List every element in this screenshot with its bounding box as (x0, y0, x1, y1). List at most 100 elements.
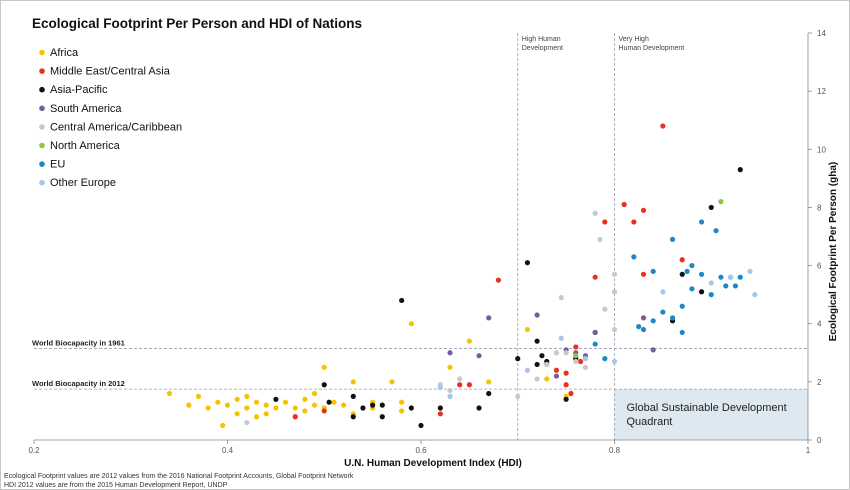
point-africa (215, 399, 221, 405)
point-central-america-caribbean (602, 306, 608, 312)
point-africa (399, 408, 405, 414)
point-central-america-caribbean (611, 271, 618, 277)
point-other-europe (558, 335, 564, 341)
point-africa (331, 399, 337, 405)
legend-marker (39, 105, 45, 112)
reference-lines: World Biocapacity in 1961 World Biocapaci… (32, 33, 808, 440)
data-points (166, 123, 758, 429)
point-eu (698, 271, 705, 277)
y-tick-label: 6 (817, 262, 822, 271)
point-middle-east-central-asia (553, 367, 560, 373)
point-middle-east-central-asia (457, 382, 463, 388)
point-other-europe (747, 268, 753, 274)
point-africa (486, 379, 492, 385)
legend-label: Other Europe (50, 177, 116, 189)
point-africa (224, 402, 231, 408)
point-asia-pacific (737, 167, 743, 173)
point-africa (321, 364, 327, 370)
x-tick-label: 1 (806, 446, 811, 455)
point-middle-east-central-asia (563, 382, 569, 388)
point-central-america-caribbean (515, 393, 521, 399)
point-central-america-caribbean (558, 294, 564, 301)
y-tick-label: 14 (817, 29, 826, 38)
point-asia-pacific (534, 338, 540, 344)
legend-marker (39, 49, 45, 56)
ref-label-h-1: World Biocapacity in 2012 (32, 379, 125, 388)
point-south-america (447, 350, 453, 356)
point-africa (341, 402, 347, 408)
point-africa (302, 396, 308, 402)
point-eu (660, 309, 666, 315)
point-other-europe (447, 393, 453, 399)
point-asia-pacific (563, 396, 569, 402)
point-africa (389, 379, 395, 385)
point-south-america (650, 347, 656, 353)
point-central-america-caribbean (534, 376, 540, 382)
legend-marker (39, 68, 45, 74)
y-tick-label: 0 (817, 436, 822, 445)
point-eu (723, 283, 729, 289)
point-eu (679, 303, 685, 309)
point-africa (244, 393, 250, 399)
point-south-america (534, 312, 540, 318)
ref-label-v-2-a: High Human (522, 36, 561, 43)
point-eu (689, 286, 695, 292)
point-middle-east-central-asia (602, 219, 608, 225)
legend-marker (39, 179, 45, 186)
point-asia-pacific (408, 405, 414, 411)
legend-label: North America (50, 140, 121, 152)
point-central-america-caribbean (244, 419, 250, 426)
point-asia-pacific (534, 361, 540, 368)
point-asia-pacific (370, 402, 376, 408)
point-africa (524, 326, 531, 333)
point-central-america-caribbean (573, 358, 579, 365)
footnote-2: HDI 2012 values are from the 2015 Human … (4, 482, 228, 489)
point-asia-pacific (539, 353, 545, 359)
point-eu (713, 228, 719, 234)
legend-label: Central America/Caribbean (50, 121, 182, 133)
point-south-america (486, 315, 492, 321)
y-tick-label: 4 (817, 320, 822, 329)
sustainable-quadrant (614, 389, 808, 440)
point-africa (302, 408, 308, 414)
point-africa (408, 321, 414, 327)
point-africa (234, 411, 240, 417)
ref-label-v-3-a: Very High (619, 36, 649, 43)
point-other-europe (611, 358, 618, 365)
point-asia-pacific (418, 422, 424, 429)
point-other-europe (437, 385, 443, 391)
point-eu (718, 274, 724, 280)
point-central-america-caribbean (611, 289, 618, 295)
point-eu (636, 324, 642, 330)
point-middle-east-central-asia (292, 414, 298, 420)
legend-label: South America (50, 103, 122, 115)
point-africa (244, 405, 250, 411)
x-tick-label: 0.4 (222, 446, 234, 455)
point-asia-pacific (486, 390, 492, 397)
x-tick-label: 0.2 (28, 446, 40, 455)
y-axis-title: Ecological Footprint Per Person (gha) (828, 162, 839, 341)
quadrant-label-line2: Quadrant (627, 416, 673, 428)
point-africa (544, 376, 550, 382)
point-asia-pacific (350, 414, 356, 420)
x-axis-title: U.N. Human Development Index (HDI) (344, 458, 522, 469)
quadrant-label-line1: Global Sustainable Development (627, 402, 787, 414)
point-eu (650, 318, 656, 324)
point-eu (631, 254, 637, 260)
point-asia-pacific (360, 405, 366, 411)
point-africa (350, 379, 356, 385)
point-middle-east-central-asia (573, 344, 579, 350)
point-middle-east-central-asia (466, 382, 472, 388)
point-middle-east-central-asia (631, 219, 637, 225)
legend-marker (39, 124, 45, 130)
point-central-america-caribbean (611, 326, 618, 333)
point-africa (311, 402, 318, 408)
point-eu (602, 356, 608, 362)
point-other-europe (524, 367, 531, 373)
point-middle-east-central-asia (321, 408, 327, 414)
point-eu (698, 219, 705, 225)
point-africa (263, 402, 269, 408)
point-other-europe (728, 274, 734, 280)
point-asia-pacific (399, 297, 405, 304)
point-asia-pacific (273, 396, 279, 402)
